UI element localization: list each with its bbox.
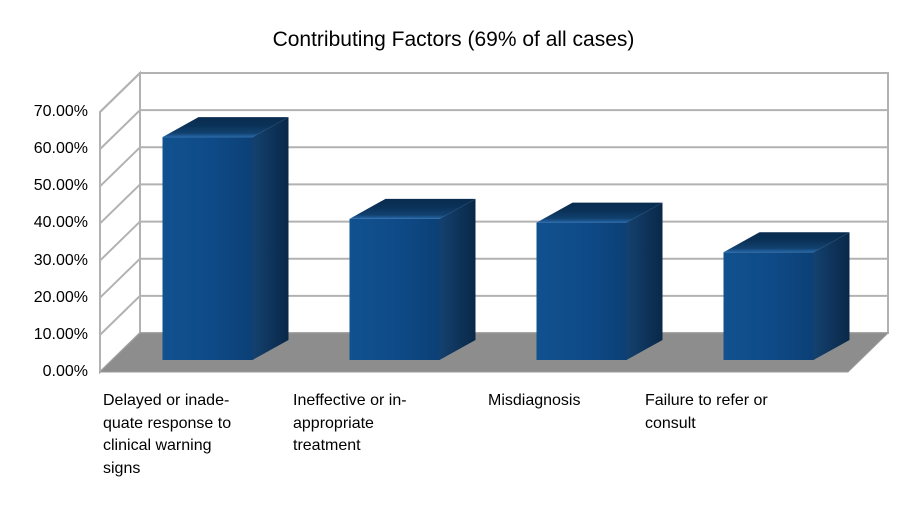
category-label-line: clinical warning [103, 437, 212, 454]
bar-1 [162, 117, 289, 361]
category-label: Ineffective or in-appropriate treatment [293, 390, 407, 458]
y-axis-tick-label: 20.00% [33, 288, 88, 306]
bar-side-face [252, 117, 289, 361]
category-label-line: treatment [293, 437, 361, 454]
bar-front-face [536, 222, 627, 360]
gridline-wall [99, 220, 141, 262]
category-label: Delayed or inade-quate response to clinic… [103, 390, 231, 480]
bar-side-face [439, 198, 476, 360]
category-label: Failure to refer or consult [645, 390, 768, 435]
gridline-wall [99, 109, 141, 150]
y-axis-tick-label: 40.00% [33, 214, 88, 232]
category-label-line: Misdiagnosis [488, 392, 581, 409]
bar-top-face [723, 232, 850, 253]
left-wall [99, 70, 141, 375]
category-label: Misdiagnosis [488, 390, 580, 413]
gridline-wall [99, 257, 141, 299]
category-label-line: Delayed or inade- [103, 392, 230, 409]
category-label-line: signs [103, 459, 141, 477]
bar-top-face [349, 198, 476, 219]
bar-top-face [162, 117, 289, 138]
bar-top-face [536, 202, 663, 223]
y-axis-tick-label: 0.00% [42, 363, 88, 380]
bar-front-face [723, 252, 814, 360]
category-label-line: consult [645, 414, 696, 432]
bar-side-face [626, 202, 663, 360]
category-label-line: appropriate [293, 414, 374, 432]
category-label-line: Ineffective or in- [293, 392, 407, 409]
bar-2 [349, 198, 476, 360]
y-axis-tick-label: 70.00% [33, 103, 88, 120]
bar-front-face [349, 218, 440, 360]
bar-front-face [162, 137, 253, 360]
y-axis-tick-label: 10.00% [33, 325, 88, 343]
gridline-wall [99, 72, 141, 113]
floor [98, 332, 890, 373]
bar-4 [723, 232, 850, 360]
chart-title: Contributing Factors (69% of all cases) [272, 28, 635, 51]
bar-3 [536, 202, 663, 360]
y-axis-tick-label: 50.00% [33, 177, 88, 195]
gridline-wall [99, 295, 141, 336]
gridline-wall [99, 146, 141, 188]
gridline-wall [99, 183, 141, 225]
category-label-line: quate response to [103, 414, 232, 432]
bar-side-face [813, 232, 850, 360]
category-label-line: Failure to refer or [645, 392, 768, 409]
y-axis-tick-label: 30.00% [33, 251, 88, 269]
y-axis-tick-label: 60.00% [33, 140, 88, 158]
